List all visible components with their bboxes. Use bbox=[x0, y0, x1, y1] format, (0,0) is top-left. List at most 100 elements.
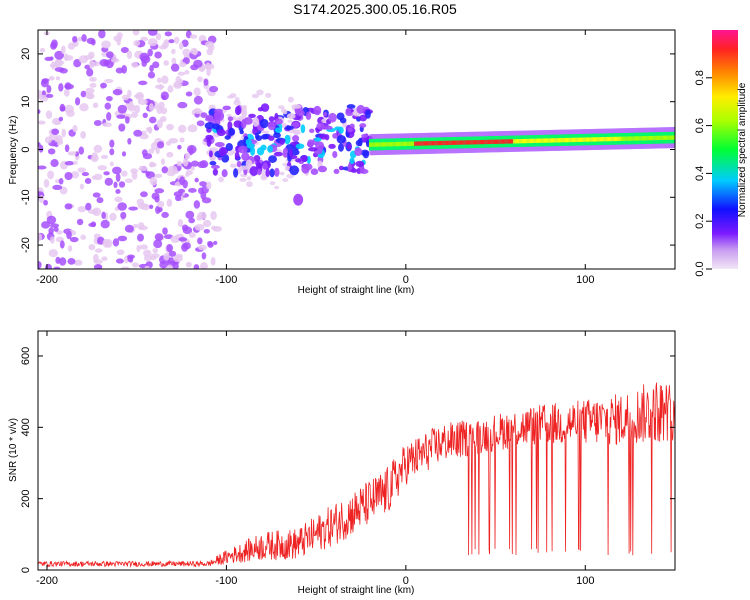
spectrogram-cell bbox=[63, 53, 69, 62]
spectrogram-cell bbox=[138, 80, 148, 86]
spectrogram-cell bbox=[41, 78, 50, 83]
spectrogram-cell bbox=[147, 48, 153, 57]
spectrogram-cell bbox=[154, 51, 162, 59]
spectrogram-cell bbox=[48, 249, 58, 258]
spectrogram-cell bbox=[196, 120, 205, 127]
spectrogram-cell bbox=[155, 33, 162, 41]
spectrogram-cell bbox=[110, 57, 120, 63]
spectrogram-cell bbox=[101, 211, 106, 220]
spectrogram-cell bbox=[43, 199, 48, 206]
spectrogram-cell bbox=[246, 181, 253, 188]
spectrogram-cell bbox=[188, 188, 197, 193]
spectrogram-cell bbox=[161, 166, 169, 174]
spectrogram-cell bbox=[346, 143, 352, 150]
spectrogram-cell bbox=[61, 128, 66, 138]
spectrogram-cell bbox=[205, 62, 211, 71]
spectrogram-cell bbox=[170, 63, 180, 72]
spectrogram-cell bbox=[243, 117, 253, 125]
spectrogram-cell bbox=[53, 266, 61, 269]
spectrogram-cell bbox=[101, 40, 111, 49]
spectrogram-cell bbox=[224, 135, 231, 140]
spectrogram-cell bbox=[306, 156, 311, 165]
spectrogram-cell bbox=[184, 152, 191, 160]
spectrogram-cell bbox=[80, 131, 86, 139]
spectrogram-cell bbox=[81, 172, 90, 177]
colorbar-label: Normalized spectral amplitude bbox=[737, 82, 748, 217]
spectrogram-cell bbox=[49, 56, 54, 61]
spectrogram-cell bbox=[255, 135, 263, 142]
spectrogram-cell bbox=[58, 178, 64, 185]
spectrogram-cell bbox=[112, 166, 122, 175]
spectrogram-cell bbox=[122, 94, 130, 101]
spectrogram-cell bbox=[365, 109, 371, 119]
x-tick-label: -100 bbox=[215, 274, 237, 286]
spectrogram-cell bbox=[142, 153, 153, 160]
spectrogram-cell bbox=[148, 116, 157, 124]
spectrogram-cell bbox=[126, 89, 132, 98]
spectrogram-cell bbox=[118, 181, 126, 188]
spectrogram-cell bbox=[177, 219, 184, 228]
spectrogram-cell bbox=[67, 151, 77, 156]
spectrogram-cell bbox=[218, 147, 227, 157]
spectrogram-cell bbox=[166, 123, 174, 131]
spectrogram-cell bbox=[160, 158, 165, 165]
spectrogram-cell bbox=[142, 112, 148, 119]
spectrogram-cell bbox=[174, 36, 180, 44]
spectrogram-cell bbox=[168, 39, 175, 44]
spectrogram-cell bbox=[328, 112, 337, 123]
spectrogram-cell bbox=[51, 128, 60, 135]
spectrogram-cell bbox=[210, 156, 216, 161]
spectrogram-cell bbox=[185, 261, 192, 268]
spectrogram-cell bbox=[204, 122, 215, 130]
spectrogram-cell bbox=[116, 36, 121, 46]
spectrogram-cell bbox=[359, 123, 367, 128]
spectrogram-cell bbox=[126, 50, 133, 60]
spectrogram-cell bbox=[251, 93, 260, 99]
spectrogram-cell bbox=[350, 168, 358, 173]
spectrogram-cell bbox=[47, 148, 56, 155]
spectrogram-cell bbox=[147, 38, 158, 47]
spectrogram-cell bbox=[163, 252, 170, 261]
spectrogram-cell bbox=[102, 238, 110, 248]
spectrogram-cell bbox=[139, 133, 149, 140]
spectrogram-cell bbox=[282, 147, 289, 158]
y-tick-label: 0 bbox=[20, 567, 32, 573]
spectrogram-cell bbox=[673, 135, 675, 140]
spectrogram-cell bbox=[190, 47, 198, 55]
spectrogram-cell bbox=[336, 135, 346, 144]
spectrogram-cell bbox=[185, 172, 190, 177]
spectrogram-cell bbox=[97, 165, 108, 171]
spectrogram-cell bbox=[124, 224, 134, 233]
spectrogram-cell bbox=[80, 234, 87, 240]
spectrogram-cell bbox=[48, 227, 54, 235]
spectrogram-cell bbox=[305, 111, 312, 121]
y-tick-label: 0 bbox=[20, 146, 32, 152]
spectrogram-cell bbox=[164, 31, 173, 37]
spectrogram-cell bbox=[207, 240, 213, 246]
spectrogram-cell bbox=[147, 71, 156, 79]
spectrogram-cell bbox=[324, 134, 330, 141]
spectrogram-cell bbox=[359, 114, 368, 122]
spectrogram-cell bbox=[67, 42, 76, 50]
spectrogram-cell bbox=[106, 112, 112, 121]
spectrogram-cell bbox=[260, 174, 268, 181]
spectrogram-cell bbox=[45, 110, 53, 119]
spectrogram-cell bbox=[177, 101, 188, 109]
spectrogram-cell bbox=[104, 102, 112, 110]
spectrogram-cell bbox=[126, 254, 135, 259]
spectrogram-cell bbox=[338, 143, 344, 152]
spectrogram-cell bbox=[144, 265, 150, 269]
spectrogram-cell bbox=[349, 157, 355, 165]
spectrogram-cell bbox=[115, 173, 121, 182]
spectrogram-cell bbox=[197, 161, 207, 169]
spectrogram-cell bbox=[128, 206, 139, 211]
spectrogram-cell bbox=[291, 149, 300, 156]
chart-title: S174.2025.300.05.16.R05 bbox=[293, 1, 457, 17]
spectrogram-cell bbox=[154, 84, 165, 90]
spectrogram-cell bbox=[58, 83, 64, 92]
spectrogram-cell bbox=[77, 167, 87, 173]
spectrogram-cell bbox=[205, 114, 213, 121]
spectrogram-cell bbox=[211, 164, 220, 169]
spectrogram-cell bbox=[103, 171, 110, 176]
